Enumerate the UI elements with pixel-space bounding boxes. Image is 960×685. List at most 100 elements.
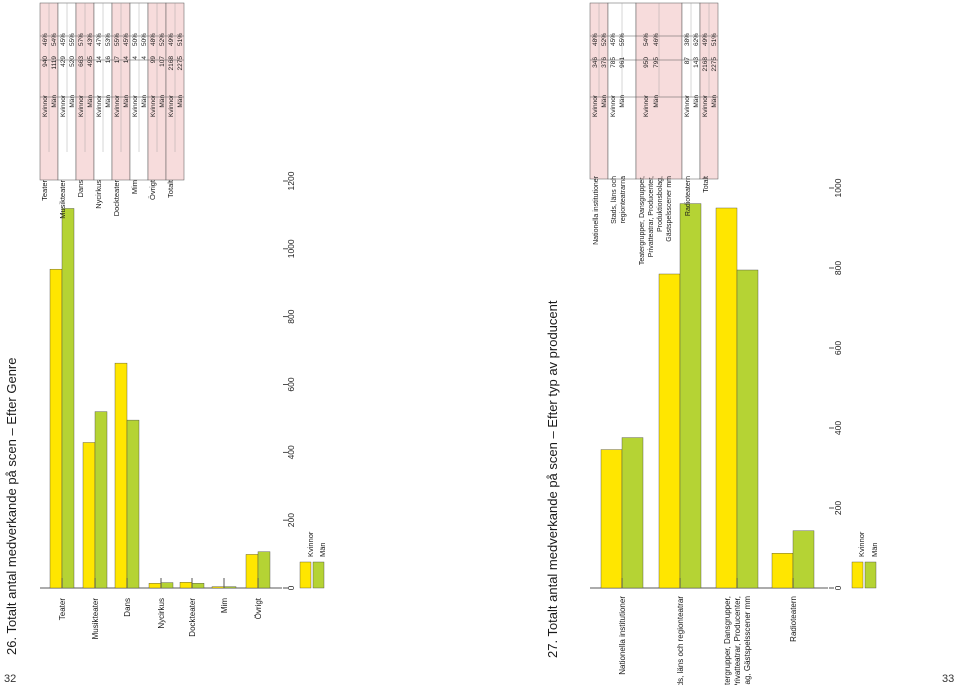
bar-man: [679, 203, 702, 589]
tick-label: 600: [833, 341, 843, 355]
legend-swatch-man: [312, 561, 325, 589]
row-sex-man: Män: [601, 95, 608, 108]
row-count-man: 107: [159, 56, 166, 67]
row-pct-man: 51%: [711, 33, 718, 46]
tick-label: 200: [833, 501, 843, 515]
category-label: Privatteatrar, Producenter,: [733, 596, 742, 685]
row-pct-man: 55%: [619, 33, 626, 46]
row-pct-man: 62%: [693, 33, 700, 46]
chart-27-title: 27. Totalt antal medverkande på scen – E…: [545, 300, 560, 658]
row-sex-man: Män: [711, 95, 718, 108]
row-pct-man: 52%: [159, 33, 166, 46]
chart-27-producent: 0 200 400 600 800 1000 Nationella institutione…: [590, 178, 879, 685]
row-count-man: 1119: [51, 56, 58, 70]
row-label: Övrigt: [148, 179, 157, 200]
row-count-kvinnor: 2168: [168, 56, 175, 71]
row-pct-kvinnor: 45%: [610, 33, 617, 46]
row-pct-kvinnor: 50%: [132, 33, 139, 46]
bar-man: [94, 411, 108, 589]
row-label: Produktionsbolag,: [657, 176, 664, 232]
category-label: Musikteater: [91, 598, 100, 640]
row-count-kvinnor: 429: [60, 56, 67, 67]
row-pct-kvinnor: 48%: [150, 33, 157, 46]
row-pct-man: 46%: [653, 33, 660, 46]
row-sex-man: Män: [87, 95, 94, 108]
bar-kvinnor: [715, 207, 738, 589]
row-count-kvinnor: 2168: [702, 57, 709, 72]
category-label: Övrigt: [254, 597, 263, 619]
row-sex-kvinnor: Kvinnor: [42, 94, 49, 117]
row-count-kvinnor: 14: [96, 56, 103, 64]
row-sex-kvinnor: Kvinnor: [592, 94, 599, 117]
bar-man: [61, 208, 75, 589]
legend-swatch-kvinnor: [299, 561, 312, 589]
bar-man: [191, 583, 205, 589]
row-sex-kvinnor: Kvinnor: [168, 94, 175, 117]
row-count-kvinnor: 663: [78, 56, 85, 67]
row-count-kvinnor: 87: [684, 57, 691, 65]
row-count-man: 520: [69, 56, 76, 67]
tick-label: 1000: [286, 239, 296, 258]
row-label: Totalt: [166, 179, 175, 198]
row-sex-man: Män: [693, 95, 700, 108]
row-count-kvinnor: 785: [610, 57, 617, 68]
tick-label: 0: [286, 585, 296, 590]
row-count-man: 14: [123, 56, 130, 64]
bar-man: [160, 582, 174, 589]
category-label: Nycirkus: [157, 598, 166, 629]
row-count-man: 961: [619, 57, 626, 68]
row-pct-kvinnor: 45%: [60, 33, 67, 46]
row-label: Nycirkus: [94, 180, 103, 209]
row-pct-kvinnor: 46%: [42, 33, 49, 46]
row-pct-kvinnor: 49%: [702, 33, 709, 46]
row-label: Musikteater: [58, 179, 67, 218]
page-number-left: 32: [4, 673, 16, 685]
tick-label: 400: [286, 445, 296, 459]
row-sex-kvinnor: Kvinnor: [610, 94, 617, 117]
bar-kvinnor: [82, 442, 96, 589]
page-number-right: 33: [942, 673, 954, 685]
chart-26-genre: 0 200 400 600 800 1000 1200 Teater Musikteater Da…: [40, 171, 327, 639]
row-pct-man: 43%: [87, 33, 94, 46]
row-pct-kvinnor: 48%: [592, 33, 599, 46]
tick-label: 1200: [286, 171, 296, 190]
row-sex-man: Män: [51, 95, 58, 108]
row-sex-kvinnor: Kvinnor: [132, 94, 139, 117]
bar-kvinnor: [658, 273, 681, 589]
row-label: regionteatrarna: [620, 176, 627, 224]
row-count-kvinnor: 99: [150, 56, 157, 64]
row-sex-kvinnor: Kvinnor: [150, 94, 157, 117]
row-sex-kvinnor: Kvinnor: [60, 94, 67, 117]
row-pct-kvinnor: 57%: [78, 33, 85, 46]
row-sex-man: Män: [123, 95, 130, 108]
row-pct-kvinnor: 38%: [684, 33, 691, 46]
row-count-man: 495: [87, 56, 94, 67]
row-pct-kvinnor: 49%: [168, 33, 175, 46]
row-count-kvinnor: 4: [132, 56, 139, 60]
bar-kvinnor: [211, 586, 225, 589]
row-label: Teater: [40, 180, 49, 201]
row-label: Gästspelsscener mm: [666, 176, 673, 242]
row-pct-kvinnor: 47%: [96, 33, 103, 46]
category-label: Stads, läns och regionteatrar: [676, 596, 685, 685]
row-pct-kvinnor: 55%: [114, 33, 121, 46]
legend-label-kvinnor: Kvinnor: [306, 531, 315, 557]
row-count-kvinnor: 346: [592, 57, 599, 68]
row-sex-man: Män: [69, 95, 76, 108]
row-sex-man: Män: [177, 95, 184, 108]
row-sex-man: Män: [141, 95, 148, 108]
row-pct-man: 55%: [69, 33, 76, 46]
row-count-man: 795: [653, 57, 660, 68]
row-count-kvinnor: 950: [643, 57, 650, 68]
row-label: Dans: [76, 180, 85, 198]
tick-label: 1000: [833, 178, 843, 197]
bar-kvinnor: [179, 582, 193, 589]
bar-kvinnor: [49, 268, 63, 589]
tick-label: 200: [286, 513, 296, 527]
row-sex-man: Män: [653, 95, 660, 108]
row-label: Radioteatern: [685, 176, 692, 216]
chart-26-title: 26. Totalt antal medverkande på scen – E…: [4, 358, 19, 656]
row-sex-kvinnor: Kvinnor: [114, 94, 121, 117]
bar-kvinnor: [245, 554, 259, 589]
